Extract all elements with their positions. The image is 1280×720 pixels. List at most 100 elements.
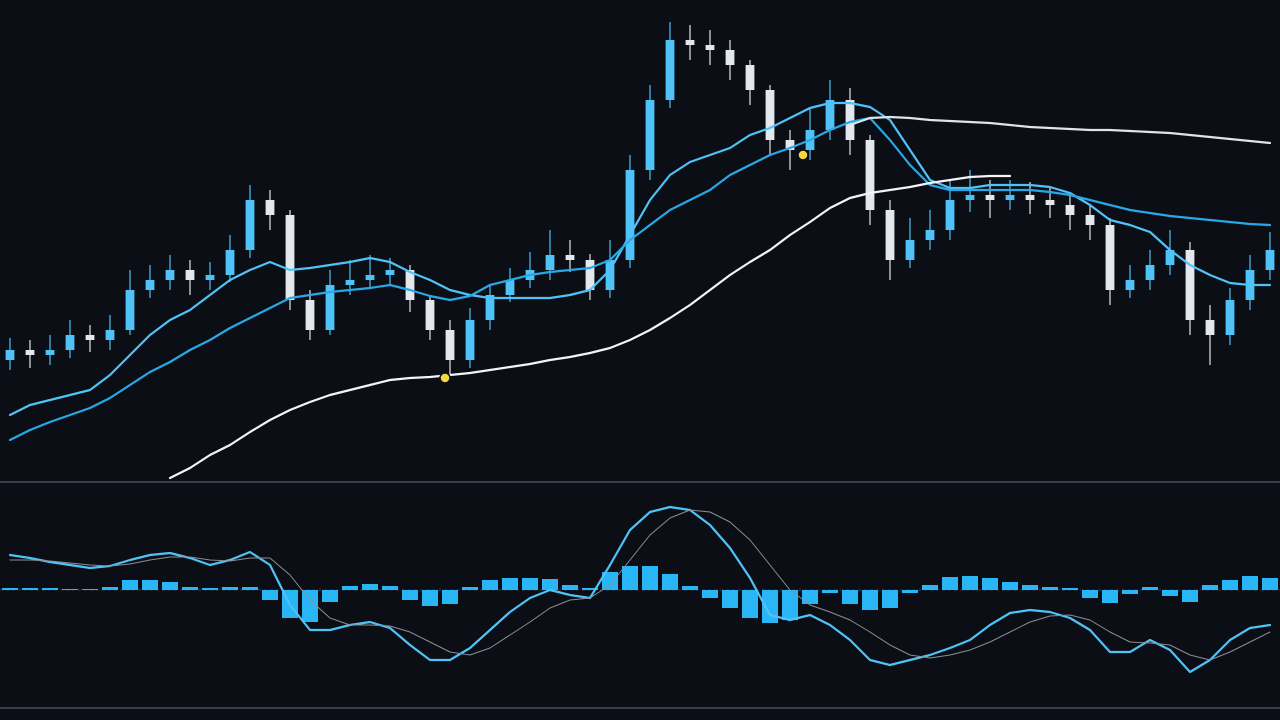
- histogram-bar: [602, 572, 618, 590]
- candle-body: [965, 195, 975, 200]
- histogram-bar: [422, 590, 438, 606]
- histogram-bar: [1222, 580, 1238, 590]
- candle-body: [1145, 265, 1155, 280]
- candle-body: [305, 300, 315, 330]
- candle-body: [1125, 280, 1135, 290]
- candle-body: [1225, 300, 1235, 335]
- histogram-bar: [822, 590, 838, 593]
- candle-body: [1005, 195, 1015, 200]
- histogram-bar: [842, 590, 858, 604]
- histogram-bar: [242, 587, 258, 590]
- histogram-bar: [722, 590, 738, 608]
- line-series: [9, 509, 1271, 661]
- histogram-bar: [582, 588, 598, 590]
- candle-body: [365, 275, 375, 280]
- candle-body: [685, 40, 695, 45]
- histogram-bar: [562, 585, 578, 590]
- histogram-bar: [742, 590, 758, 618]
- candle-body: [725, 50, 735, 65]
- candle-body: [1105, 225, 1115, 290]
- candle-body: [605, 260, 615, 290]
- candle-body: [885, 210, 895, 260]
- histogram-bar: [62, 589, 78, 590]
- histogram-bar: [502, 578, 518, 590]
- candle-body: [1065, 205, 1075, 215]
- candle-body: [865, 140, 875, 210]
- histogram-bar: [262, 590, 278, 600]
- histogram-bar: [402, 590, 418, 600]
- candle-body: [445, 330, 455, 360]
- candle-body: [1165, 250, 1175, 265]
- histogram-bar: [102, 587, 118, 590]
- candle-body: [505, 280, 515, 295]
- histogram-bar: [1162, 590, 1178, 596]
- histogram-bar: [482, 580, 498, 590]
- candle-body: [345, 280, 355, 285]
- histogram-bar: [962, 576, 978, 590]
- candle-body: [425, 300, 435, 330]
- histogram-bar: [622, 566, 638, 590]
- candle-body: [465, 320, 475, 360]
- candle-body: [245, 200, 255, 250]
- candle-body: [1205, 320, 1215, 335]
- histogram-bar: [1062, 588, 1078, 590]
- candle-body: [745, 65, 755, 90]
- histogram-bar: [42, 588, 58, 590]
- histogram-bar: [1102, 590, 1118, 603]
- candle-body: [165, 270, 175, 280]
- histogram-bar: [542, 579, 558, 590]
- candle-body: [585, 260, 595, 290]
- candle-body: [945, 200, 955, 230]
- histogram-bar: [22, 588, 38, 590]
- candle-body: [85, 335, 95, 340]
- candle-body: [485, 295, 495, 320]
- histogram-bar: [862, 590, 878, 610]
- candle-body: [45, 350, 55, 355]
- histogram-bar: [1262, 578, 1278, 590]
- histogram-bar: [142, 580, 158, 590]
- histogram-bar: [922, 585, 938, 590]
- candle-body: [65, 335, 75, 350]
- candle-body: [5, 350, 15, 360]
- candle-body: [785, 140, 795, 150]
- histogram-bar: [942, 577, 958, 590]
- candle-body: [385, 270, 395, 275]
- candle-body: [925, 230, 935, 240]
- candle-body: [105, 330, 115, 340]
- histogram-bar: [1182, 590, 1198, 602]
- histogram-bar: [1082, 590, 1098, 598]
- histogram-bar: [1122, 590, 1138, 594]
- candle-body: [325, 285, 335, 330]
- histogram-bar: [882, 590, 898, 608]
- histogram-bar: [362, 584, 378, 590]
- candle-body: [565, 255, 575, 260]
- line-series: [8, 116, 1272, 442]
- candle-body: [645, 100, 655, 170]
- histogram-bar: [1042, 587, 1058, 590]
- candle-body: [265, 200, 275, 215]
- candle-body: [225, 250, 235, 275]
- candle-body: [125, 290, 135, 330]
- histogram-bar: [222, 587, 238, 590]
- histogram-bar: [802, 590, 818, 604]
- histogram-bar: [122, 580, 138, 590]
- histogram-bar: [342, 586, 358, 590]
- candle-body: [985, 195, 995, 200]
- line-series: [848, 115, 1272, 145]
- candle-body: [665, 40, 675, 100]
- histogram-bar: [702, 590, 718, 598]
- histogram-bar: [182, 587, 198, 590]
- histogram-bar: [1242, 576, 1258, 590]
- line-series: [8, 101, 1272, 417]
- candle-body: [1185, 250, 1195, 320]
- histogram-bar: [1142, 587, 1158, 590]
- histogram-bar: [982, 578, 998, 590]
- histogram-bar: [322, 590, 338, 602]
- candle-body: [705, 45, 715, 50]
- histogram-bar: [2, 588, 18, 590]
- histogram-bar: [762, 590, 778, 623]
- signal-marker: [439, 372, 451, 384]
